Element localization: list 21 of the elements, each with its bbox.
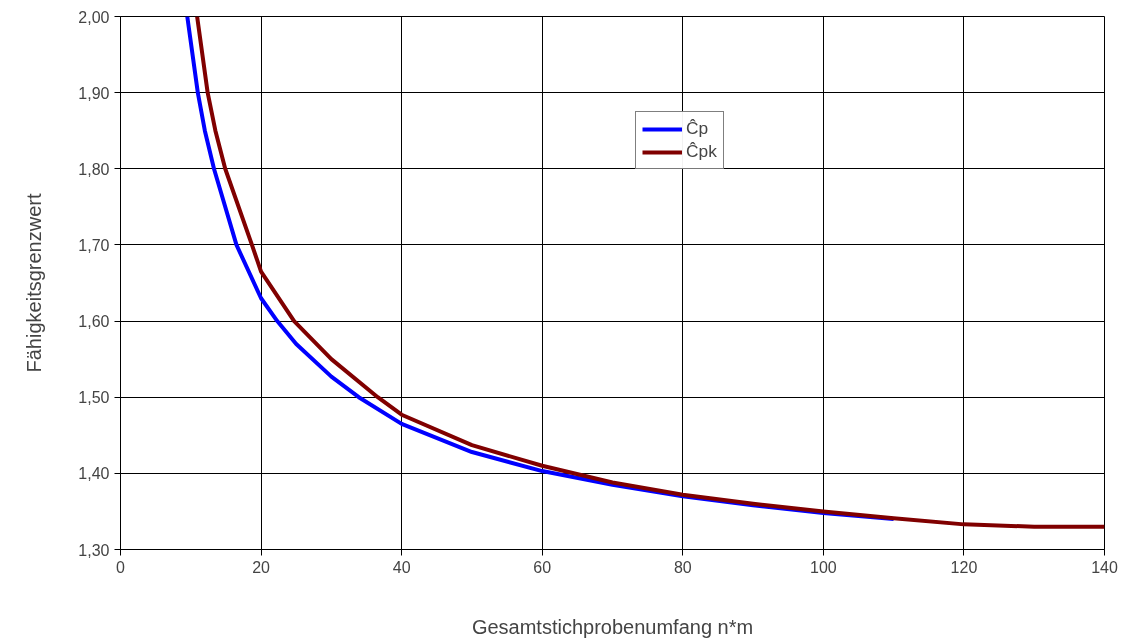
x-tick-label: 40 [392, 558, 411, 576]
legend-label: Ĉp [686, 118, 709, 139]
legend-label: Ĉpk [686, 141, 717, 162]
x-tick-label: 20 [252, 558, 271, 576]
y-tick-label: 1,80 [78, 160, 110, 178]
x-tick-label: 80 [673, 558, 692, 576]
y-tick-label: 2,00 [78, 8, 110, 26]
x-axis-title: Gesamtstichprobenumfang n*m [471, 615, 754, 638]
x-tick-label: 100 [810, 558, 837, 576]
y-tick-label: 1,40 [78, 465, 110, 483]
x-tick-label: 0 [116, 558, 126, 576]
y-tick-label: 1,30 [78, 541, 110, 559]
y-tick-label: 1,70 [78, 236, 110, 254]
y-tick-label: 1,90 [78, 84, 110, 102]
x-tick-label: 140 [1091, 558, 1118, 576]
y-tick-label: 1,50 [78, 389, 110, 407]
line-series [195, 16, 1105, 529]
y-axis-title: Fähigkeitsgrenzwert [23, 193, 46, 373]
x-tick-label: 60 [533, 558, 552, 576]
y-tick-label: 1,60 [78, 313, 110, 331]
x-tick-label: 120 [950, 558, 978, 576]
